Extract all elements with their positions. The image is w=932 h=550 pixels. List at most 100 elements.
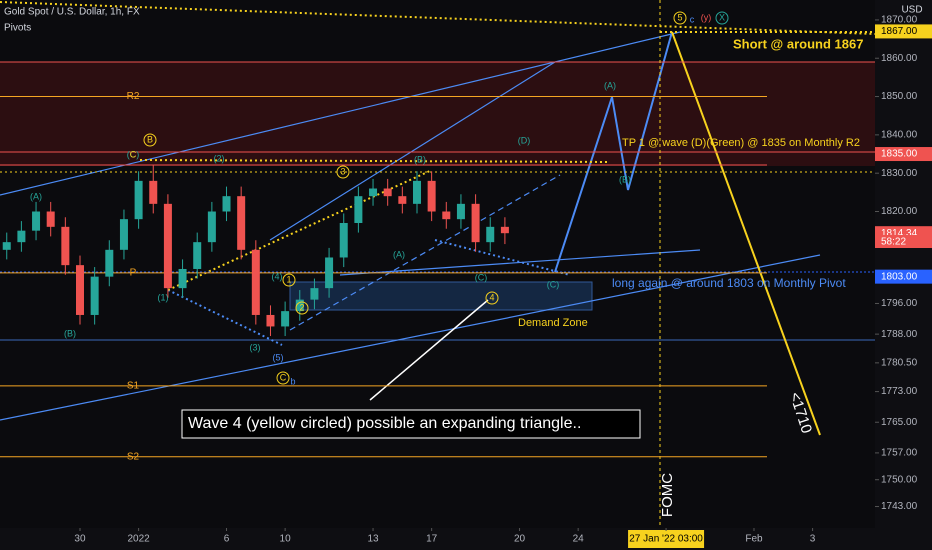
annotation: TP 1 @ wave (D)(Green) @ 1835 on Monthly… xyxy=(622,137,860,149)
x-tick-label: 30 xyxy=(74,534,86,545)
x-tick-label: 13 xyxy=(367,534,379,545)
price-label: 1867.00 xyxy=(881,26,918,37)
wave-label: (1) xyxy=(158,292,169,302)
circled-label: c xyxy=(690,14,695,24)
candle-body xyxy=(61,226,70,266)
candle-body xyxy=(105,249,114,277)
circled-label: C xyxy=(130,149,137,159)
candle-body xyxy=(339,223,348,258)
y-tick-label: 1788.00 xyxy=(881,329,918,340)
candle-body xyxy=(134,180,143,220)
x-tick-label: Feb xyxy=(745,534,763,545)
y-tick-label: 1743.00 xyxy=(881,501,918,512)
candle-body xyxy=(281,311,290,327)
trend-lines xyxy=(0,31,875,421)
wave-label: (B) xyxy=(64,328,76,338)
y-tick-label: 1757.00 xyxy=(881,448,918,459)
demand-zone xyxy=(289,281,593,311)
circled-label: 5 xyxy=(677,12,682,22)
price-label: 1835.00 xyxy=(881,149,918,160)
subtitle: Pivots xyxy=(4,23,31,34)
candle-body xyxy=(427,180,436,212)
candle-body xyxy=(442,211,451,220)
candle-body xyxy=(2,242,11,250)
x-tick-label: 2022 xyxy=(127,534,150,545)
title: Gold Spot / U.S. Dollar, 1h, FX xyxy=(4,7,140,18)
price-label: 1803.00 xyxy=(881,271,918,282)
y-tick-label: 1750.00 xyxy=(881,474,918,485)
x-tick-label: 6 xyxy=(224,534,230,545)
candle-body xyxy=(383,188,392,197)
wave-label: (B) xyxy=(414,154,426,164)
y-tick-label: 1773.00 xyxy=(881,386,918,397)
circled-label: X xyxy=(719,12,725,22)
price-label-bg xyxy=(875,24,932,39)
y-tick-label: 1850.00 xyxy=(881,91,918,102)
wave-label: (A) xyxy=(393,249,405,259)
y-tick-label: 1840.00 xyxy=(881,130,918,141)
y-tick-label: 1796.00 xyxy=(881,298,918,309)
x-tick-label: 27 Jan '22 03:00 xyxy=(629,534,703,545)
label-circle xyxy=(143,133,157,147)
candle-body xyxy=(295,299,304,312)
candle-body xyxy=(266,314,275,327)
candle-body xyxy=(310,288,319,300)
wave-label: (C) xyxy=(127,149,140,159)
circled-label: 4 xyxy=(489,292,494,302)
candle-body xyxy=(486,226,495,243)
candle-body xyxy=(251,249,260,315)
wave-label: (C) xyxy=(475,272,488,282)
annotation: Short @ around 1867 xyxy=(733,36,863,51)
countdown-bg xyxy=(875,235,932,248)
wave-label: (C) xyxy=(547,279,560,289)
candle-body xyxy=(222,196,231,212)
candle-body xyxy=(163,203,172,289)
arrow xyxy=(369,299,489,401)
price-label: 1814.34 xyxy=(881,228,918,239)
label-circle xyxy=(295,301,309,315)
candle-body xyxy=(354,196,363,224)
label-circle xyxy=(336,165,350,179)
candle-body xyxy=(369,188,378,197)
circled-label: 1 xyxy=(286,274,291,284)
y-tick-label: 1860.00 xyxy=(881,53,918,64)
pivot-level-label: R2 xyxy=(127,91,140,102)
wave-label: (4) xyxy=(272,271,283,281)
y-tick-label: 1830.00 xyxy=(881,168,918,179)
x-tick-label: 24 xyxy=(573,534,585,545)
circled-label: (y) xyxy=(701,12,712,22)
y-tick-label: 1870.00 xyxy=(881,15,918,26)
pivot-level-label: S2 xyxy=(127,451,140,462)
x-tick-label: 3 xyxy=(810,534,816,545)
y-tick-label: 1780.50 xyxy=(881,357,918,368)
note-box xyxy=(181,409,641,439)
candle-body xyxy=(17,230,26,243)
label-circle xyxy=(282,273,296,287)
candle-body xyxy=(178,268,187,289)
y-tick-label: 1765.00 xyxy=(881,417,918,428)
label-circle xyxy=(715,11,729,25)
candle-body xyxy=(412,180,421,204)
wave-label: (2) xyxy=(214,153,225,163)
annotation: Wave 4 (yellow circled) possible an expa… xyxy=(188,415,581,432)
candle-body xyxy=(90,276,99,315)
candle-body xyxy=(325,257,334,289)
circled-label: B xyxy=(147,134,153,144)
wave-label: (D) xyxy=(518,135,531,145)
circled-label: C xyxy=(280,372,287,382)
candle-body xyxy=(471,203,480,243)
candle-body xyxy=(237,196,246,250)
wave-label: (A) xyxy=(604,80,616,90)
label-circle xyxy=(276,371,290,385)
wave-label: (5) xyxy=(273,352,284,362)
x-tick-label: 17 xyxy=(426,534,438,545)
pivot-level-label: P xyxy=(130,267,137,278)
circled-label: 2 xyxy=(299,302,304,312)
circled-label: b xyxy=(290,376,295,386)
countdown: 58:22 xyxy=(881,237,906,248)
annotation: FOMC xyxy=(659,473,676,517)
red-lines xyxy=(0,61,875,166)
candle-body xyxy=(119,219,128,250)
